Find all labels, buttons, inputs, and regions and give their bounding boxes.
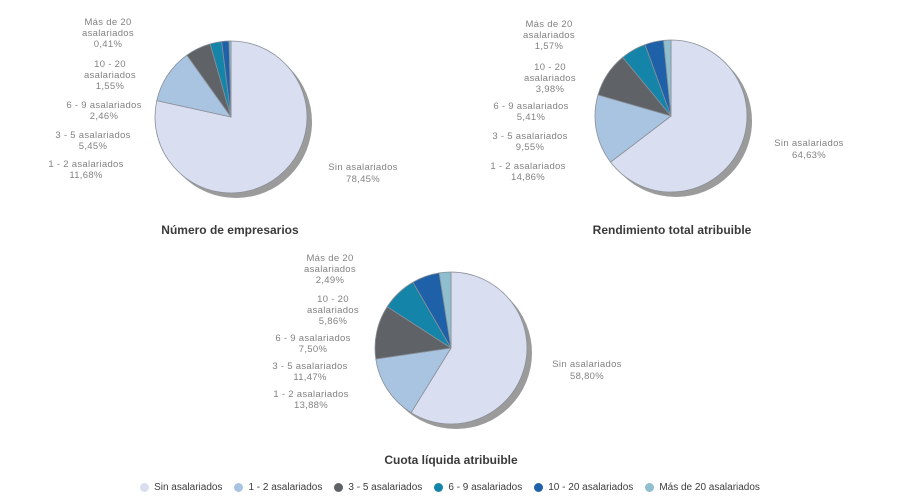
label-sin-asalariados: Sin asalariados 78,45%	[328, 162, 398, 185]
label-sin-asalariados: Sin asalariados 64,63%	[774, 138, 844, 161]
legend: Sin asalariados 1 - 2 asalariados 3 - 5 …	[0, 479, 900, 495]
legend-label: Más de 20 asalariados	[659, 481, 760, 493]
legend-item-10-20-asalariados: 10 - 20 asalariados	[534, 482, 633, 493]
label-6-9: 6 - 9 asalariados 2,46%	[66, 100, 142, 122]
legend-swatch-icon	[534, 482, 544, 492]
pie-slice-1-2	[375, 347, 452, 414]
label-mas-de-20: Más de 20 asalariados 2,49%	[304, 253, 356, 286]
label-10-20: 10 - 20 asalariados 5,86%	[307, 294, 359, 327]
legend-label: 10 - 20 asalariados	[548, 481, 634, 493]
chart-title: Cuota líquida atribuible	[384, 453, 518, 467]
label-3-5: 3 - 5 asalariados 9,55%	[492, 131, 568, 153]
legend-label: Sin asalariados	[154, 481, 223, 493]
pie-slice-mas-20	[438, 271, 452, 349]
legend-label: 3 - 5 asalariados	[348, 481, 423, 493]
legend-item-6-9-asalariados: 6 - 9 asalariados	[434, 482, 522, 493]
legend-item-3-5-asalariados: 3 - 5 asalariados	[334, 482, 422, 493]
legend-item-mas-de-20-asalariados: Más de 20 asalariados	[645, 482, 760, 493]
legend-swatch-icon	[234, 482, 244, 492]
chart-title: Número de empresarios	[161, 223, 299, 237]
label-sin-asalariados: Sin asalariados 58,80%	[552, 359, 622, 382]
label-6-9: 6 - 9 asalariados 5,41%	[493, 101, 569, 123]
label-1-2: 1 - 2 asalariados 13,88%	[273, 389, 349, 411]
chart-title: Rendimiento total atribuible	[592, 223, 752, 237]
pie-cuota-liquida-atribuible	[374, 271, 532, 429]
legend-label: 6 - 9 asalariados	[448, 481, 523, 493]
label-10-20: 10 - 20 asalariados 1,55%	[84, 59, 136, 92]
legend-swatch-icon	[334, 482, 344, 492]
legend-swatch-icon	[645, 482, 655, 492]
label-mas-de-20: Más de 20 asalariados 0,41%	[82, 17, 134, 50]
label-mas-de-20: Más de 20 asalariados 1,57%	[523, 19, 575, 52]
pie-slice-sin	[410, 271, 528, 425]
pie-slice-mas-20	[228, 40, 232, 118]
legend-item-1-2-asalariados: 1 - 2 asalariados	[234, 482, 322, 493]
legend-swatch-icon	[140, 482, 150, 492]
pie-slice-sin	[610, 39, 748, 193]
label-1-2: 1 - 2 asalariados 14,86%	[490, 161, 566, 183]
legend-label: 1 - 2 asalariados	[248, 481, 323, 493]
legend-swatch-icon	[434, 482, 444, 492]
label-3-5: 3 - 5 asalariados 5,45%	[55, 130, 131, 152]
pie-slice-1-2	[594, 94, 672, 163]
label-10-20: 10 - 20 asalariados 3,98%	[524, 62, 576, 95]
label-1-2: 1 - 2 asalariados 11,68%	[48, 159, 124, 181]
label-6-9: 6 - 9 asalariados 7,50%	[275, 333, 351, 355]
pie-slice-mas-20	[663, 39, 672, 117]
legend-item-sin-asalariados: Sin asalariados	[140, 482, 222, 493]
label-3-5: 3 - 5 asalariados 11,47%	[272, 361, 348, 383]
pie-rendimiento-total-atribuible	[594, 39, 752, 197]
pie-numero-de-empresarios	[154, 40, 312, 198]
